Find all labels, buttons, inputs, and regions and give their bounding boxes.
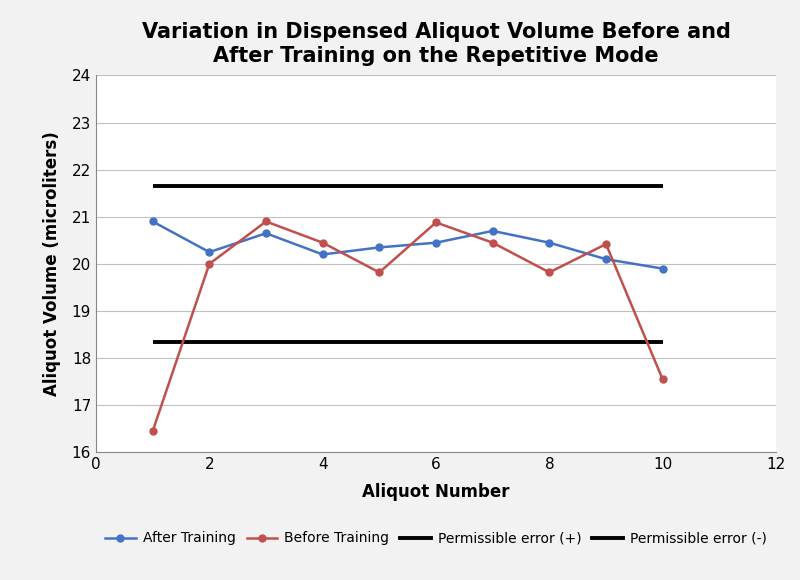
Title: Variation in Dispensed Aliquot Volume Before and
After Training on the Repetitiv: Variation in Dispensed Aliquot Volume Be… [142, 22, 730, 66]
X-axis label: Aliquot Number: Aliquot Number [362, 483, 510, 501]
Y-axis label: Aliquot Volume (microliters): Aliquot Volume (microliters) [42, 132, 61, 396]
Legend: After Training, Before Training, Permissible error (+), Permissible error (-): After Training, Before Training, Permiss… [99, 526, 773, 551]
